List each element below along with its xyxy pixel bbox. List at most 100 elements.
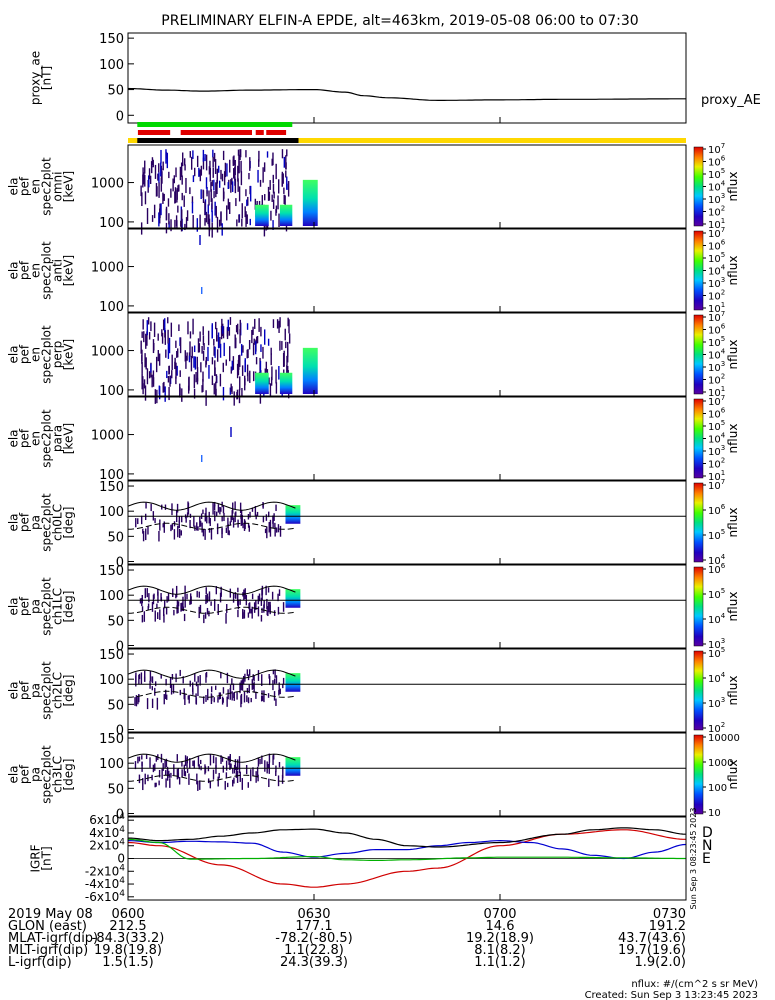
speckle	[179, 689, 182, 696]
speckle	[250, 697, 252, 703]
speckle	[237, 178, 239, 192]
speckle	[231, 177, 233, 185]
speckle	[137, 518, 139, 525]
side-timestamp: Sun Sep 3 08:23:45 2023	[689, 808, 698, 910]
speckle	[187, 502, 190, 515]
speckle	[143, 611, 146, 622]
cbar-label: nflux	[726, 592, 740, 622]
speckle	[170, 188, 172, 198]
speckle	[172, 588, 174, 598]
speckle	[236, 323, 239, 335]
cbar-tick-label: 102	[708, 721, 725, 735]
speckle	[238, 762, 241, 774]
speckle	[178, 324, 180, 332]
speckle	[234, 759, 237, 770]
speckle	[234, 166, 236, 181]
cbar-tick-label: 106	[708, 407, 726, 421]
speckle	[205, 177, 208, 189]
cbar-tick-label: 104	[708, 671, 726, 685]
speckle	[193, 374, 196, 389]
speckle	[191, 201, 194, 214]
speckle	[177, 525, 179, 538]
speckle	[264, 194, 266, 201]
speckle	[204, 612, 207, 619]
speckle	[281, 173, 283, 187]
speckle	[218, 772, 220, 779]
speckle	[277, 593, 279, 602]
speckle	[240, 160, 242, 173]
ylabel-line: pef	[18, 260, 32, 280]
ylabel-line: pef	[18, 512, 32, 532]
cbar-tick-label: 10	[708, 808, 721, 819]
speckle	[177, 348, 179, 358]
speckle	[189, 331, 192, 339]
speckle	[151, 215, 154, 222]
speckle	[284, 328, 286, 341]
speckle	[173, 609, 175, 616]
spectrum-block	[285, 757, 301, 776]
speckle	[214, 159, 217, 174]
cbar-tick-label: 105	[708, 587, 725, 601]
speckle	[256, 335, 259, 344]
ytick-label: -2x104	[85, 863, 125, 878]
speckle	[273, 191, 275, 199]
speckle	[186, 768, 189, 773]
speckle	[184, 693, 186, 705]
speckle	[238, 214, 240, 223]
speckle	[215, 765, 217, 774]
speckle	[260, 326, 262, 337]
ytick-label: 100	[99, 300, 124, 315]
speckle	[199, 520, 202, 527]
speckle	[171, 523, 174, 530]
speckle	[150, 161, 153, 169]
speckle	[219, 336, 221, 348]
speckle	[151, 676, 153, 683]
speckle	[244, 375, 246, 391]
speckle	[225, 760, 228, 771]
speckle	[238, 355, 240, 370]
speckle	[214, 685, 217, 690]
speckle	[207, 688, 209, 701]
speckle	[262, 346, 264, 359]
losscone-lower	[127, 522, 296, 530]
speckle	[242, 609, 244, 619]
speckle	[166, 694, 168, 700]
speckle	[279, 340, 281, 351]
speckle	[172, 684, 175, 694]
speckle	[165, 349, 167, 358]
speckle	[202, 350, 205, 361]
speckle	[188, 376, 190, 391]
speckle	[144, 191, 147, 205]
speckle	[219, 373, 222, 387]
speckle	[197, 526, 199, 531]
speckle	[278, 366, 280, 380]
speckle	[184, 585, 186, 598]
speckle	[201, 455, 203, 462]
speckle	[196, 522, 198, 531]
speckle	[155, 782, 157, 787]
speckle	[252, 683, 254, 690]
speckle	[219, 343, 222, 358]
speckle	[254, 505, 257, 517]
panels-group: proxy_ae[nT]050100150proxy_AEelapefenspe…	[7, 32, 761, 909]
speckle	[165, 607, 168, 615]
speckle	[228, 756, 230, 765]
speckle	[231, 510, 233, 521]
ytick-label: 50	[107, 84, 124, 99]
panel-frame	[127, 144, 687, 229]
speckle	[198, 343, 201, 353]
xrow-value: 19.8(19.8)	[94, 943, 162, 958]
speckle	[223, 512, 225, 522]
cbar-tick-label: 101	[708, 301, 725, 315]
speckle	[266, 598, 268, 610]
speckle	[222, 387, 225, 401]
speckle	[169, 778, 171, 788]
speckle	[162, 607, 165, 617]
cbar-label: nflux	[726, 760, 740, 790]
speckle	[149, 175, 152, 184]
speckle	[160, 162, 162, 177]
speckle	[274, 526, 276, 537]
speckle	[167, 376, 170, 383]
speckle	[202, 509, 204, 515]
speckle	[216, 327, 218, 342]
